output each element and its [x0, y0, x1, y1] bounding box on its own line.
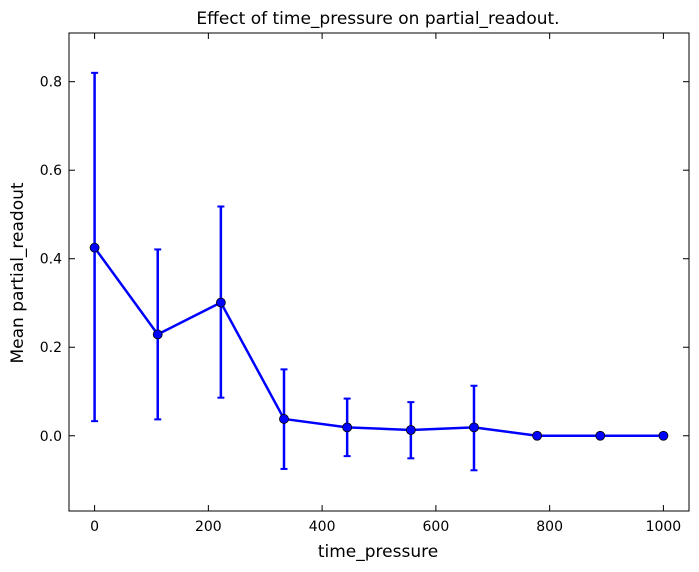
plot-area: 0 200 400 600 800 1000 0.0 0.2 0.4 0.6 0.8	[40, 32, 690, 535]
y-tick-label: 0.4	[40, 252, 62, 268]
y-axis-label: Mean partial_readout	[8, 182, 28, 363]
x-tick-label: 0	[90, 519, 99, 535]
data-point	[152, 329, 163, 340]
y-tick-label: 0.2	[40, 340, 62, 356]
series-line	[93, 246, 664, 438]
data-point	[215, 297, 226, 308]
x-axis-label: time_pressure	[318, 542, 438, 562]
y-tick-label: 0.0	[40, 429, 62, 445]
x-tick-label: 400	[309, 519, 336, 535]
chart-title: Effect of time_pressure on partial_reado…	[196, 9, 559, 29]
plot-frame	[68, 32, 690, 512]
x-tick-label: 600	[423, 519, 450, 535]
data-point	[89, 242, 100, 253]
data-point	[342, 422, 353, 433]
x-tick-label: 200	[195, 519, 222, 535]
data-point	[532, 430, 543, 441]
data-point	[595, 430, 606, 441]
x-tick-label: 1000	[646, 519, 682, 535]
y-tick-label: 0.6	[40, 163, 62, 179]
y-tick-label: 0.8	[40, 75, 62, 91]
data-point	[658, 430, 669, 441]
x-tick-label: 800	[536, 519, 563, 535]
data-point	[469, 422, 479, 433]
data-point	[279, 414, 289, 424]
data-point	[405, 425, 416, 435]
